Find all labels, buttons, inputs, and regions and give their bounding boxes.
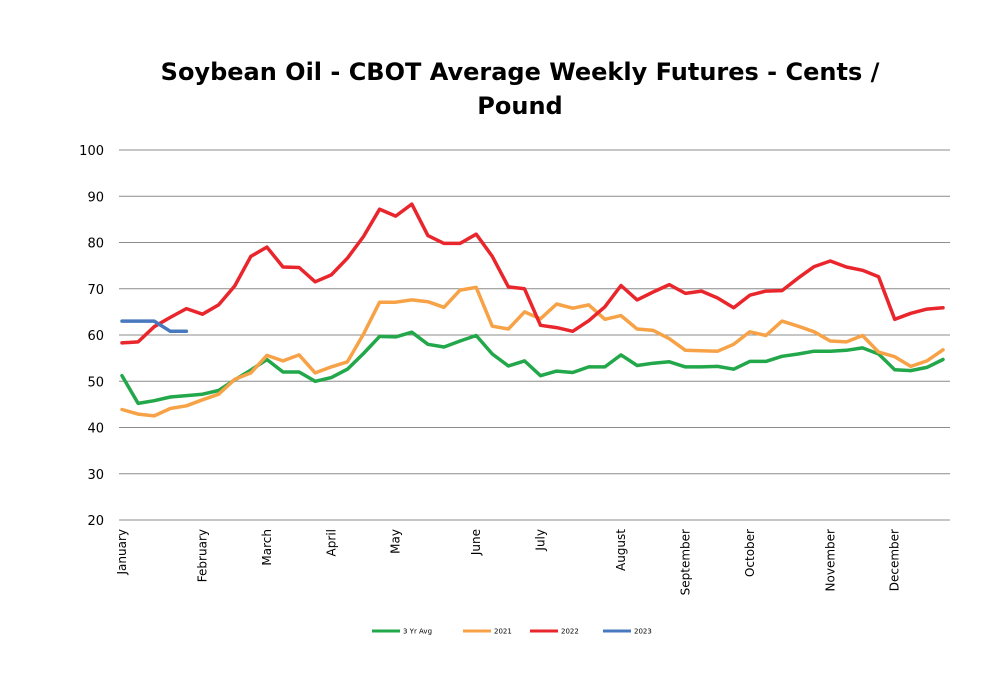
x-tick-label: November (823, 529, 837, 591)
legend-label: 3 Yr Avg (403, 628, 432, 636)
legend: 3 Yr Avg 2021 2022 2023 (372, 628, 652, 636)
x-tick-label: February (195, 529, 209, 582)
legend-label: 2021 (494, 628, 512, 636)
x-tick-label: December (888, 529, 902, 591)
chart-title: Soybean Oil - CBOT Average Weekly Future… (160, 58, 880, 120)
x-tick-label: June (469, 529, 483, 556)
y-tick-label: 60 (87, 329, 104, 344)
x-tick-label: September (678, 529, 692, 595)
y-tick-label: 40 (87, 422, 104, 437)
x-tick-label: October (743, 529, 757, 577)
legend-label: 2023 (634, 628, 652, 636)
y-tick-label: 50 (87, 375, 104, 390)
grid-layer (119, 149, 950, 521)
series-layer (120, 202, 945, 418)
x-tick-label: July (534, 529, 548, 552)
y-tick-label: 20 (87, 514, 104, 529)
x-tick-label: March (260, 529, 274, 566)
x-axis-ticks: January February March April May June July Augu… (115, 529, 902, 596)
y-axis-ticks: 20 30 40 50 60 70 80 90 100 (79, 144, 104, 529)
series-line-2022 (120, 202, 945, 345)
series-line-3-yr-avg (120, 330, 945, 406)
y-tick-label: 30 (87, 468, 104, 483)
x-tick-label: January (115, 529, 129, 576)
y-tick-label: 100 (79, 144, 104, 159)
x-tick-label: May (389, 529, 403, 554)
series-line-2021 (120, 285, 945, 418)
y-tick-label: 80 (87, 237, 104, 252)
legend-label: 2022 (561, 628, 579, 636)
y-tick-label: 70 (87, 283, 104, 298)
x-tick-label: August (614, 529, 628, 571)
y-tick-label: 90 (87, 190, 104, 205)
x-tick-label: April (324, 529, 338, 556)
series-line-2023 (120, 319, 189, 334)
